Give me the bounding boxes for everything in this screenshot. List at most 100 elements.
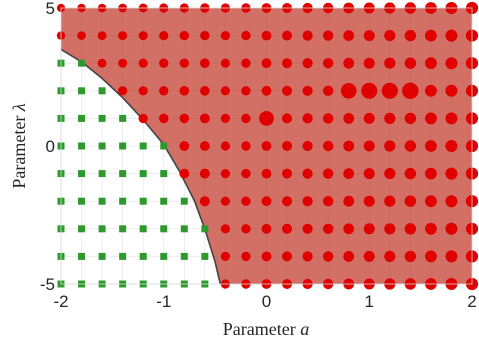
stable-marker bbox=[343, 223, 355, 235]
stable-marker bbox=[425, 112, 437, 125]
stable-marker bbox=[241, 224, 251, 234]
stable-marker bbox=[384, 57, 396, 69]
stable-marker bbox=[404, 250, 417, 263]
stable-marker bbox=[220, 30, 230, 41]
unstable-marker bbox=[119, 225, 127, 233]
unstable-marker bbox=[119, 114, 127, 122]
stable-marker bbox=[445, 84, 458, 97]
stable-marker bbox=[179, 141, 190, 151]
stable-marker bbox=[261, 141, 272, 151]
stable-marker bbox=[97, 58, 107, 68]
stable-marker bbox=[404, 29, 417, 42]
stable-marker bbox=[402, 82, 419, 100]
stable-marker bbox=[425, 84, 437, 97]
stable-marker bbox=[343, 168, 355, 180]
unstable-marker bbox=[160, 170, 168, 178]
stable-marker bbox=[445, 29, 458, 42]
stable-marker bbox=[241, 86, 251, 96]
stable-marker bbox=[343, 251, 355, 262]
stable-marker bbox=[384, 168, 396, 180]
stable-marker bbox=[445, 57, 458, 70]
plot-frame bbox=[60, 7, 473, 285]
unstable-marker bbox=[180, 252, 188, 260]
stable-marker bbox=[322, 251, 334, 262]
stable-marker bbox=[118, 86, 128, 96]
stable-marker bbox=[384, 250, 396, 262]
stable-marker bbox=[363, 195, 375, 207]
y-axis-label-symbol: λ bbox=[9, 103, 29, 112]
stable-marker bbox=[302, 223, 313, 234]
unstable-marker bbox=[78, 114, 86, 122]
unstable-marker bbox=[78, 225, 86, 233]
stable-marker bbox=[261, 196, 272, 207]
unstable-marker bbox=[119, 197, 127, 205]
x-tick-label: -2 bbox=[53, 292, 68, 311]
unstable-marker bbox=[78, 252, 86, 260]
stable-marker bbox=[199, 141, 210, 151]
stable-marker bbox=[322, 30, 334, 41]
stable-marker bbox=[343, 113, 355, 124]
stable-marker bbox=[261, 168, 272, 179]
stable-marker bbox=[179, 30, 189, 41]
tick-labels: -2 -1 0 1 2 -5 0 5 bbox=[40, 0, 477, 311]
stable-marker bbox=[282, 196, 293, 207]
stable-marker bbox=[261, 30, 272, 41]
stable-marker bbox=[404, 112, 417, 125]
unstable-marker bbox=[139, 142, 147, 150]
stable-marker bbox=[302, 251, 313, 262]
stable-marker bbox=[425, 167, 437, 180]
stable-marker bbox=[322, 168, 334, 179]
x-tick-label: -1 bbox=[156, 292, 171, 311]
stable-marker bbox=[425, 57, 437, 70]
stable-marker bbox=[384, 140, 396, 152]
stable-marker bbox=[77, 31, 86, 40]
stable-marker bbox=[445, 140, 458, 152]
x-axis-label-text: Parameter bbox=[223, 319, 300, 339]
stable-marker bbox=[363, 223, 375, 235]
stable-marker bbox=[343, 30, 355, 41]
y-axis-label-text: Parameter bbox=[9, 111, 29, 188]
stable-marker bbox=[261, 85, 272, 96]
stable-marker bbox=[322, 85, 334, 97]
unstable-marker bbox=[180, 225, 188, 233]
stable-marker bbox=[241, 141, 251, 151]
stable-marker bbox=[425, 29, 437, 42]
stable-marker bbox=[445, 195, 458, 208]
stable-marker bbox=[200, 86, 210, 96]
unstable-marker bbox=[119, 252, 127, 260]
stable-marker bbox=[363, 57, 375, 69]
stable-marker bbox=[445, 222, 458, 235]
unstable-marker bbox=[98, 252, 106, 260]
stable-marker bbox=[138, 86, 148, 96]
stable-marker bbox=[179, 168, 190, 179]
stable-marker bbox=[343, 195, 355, 207]
stable-marker bbox=[425, 140, 437, 152]
stable-marker bbox=[241, 30, 251, 41]
x-axis-label: Parameter a bbox=[223, 319, 309, 339]
stable-marker bbox=[179, 113, 190, 124]
stable-marker bbox=[445, 250, 458, 263]
y-tick-label: 0 bbox=[46, 137, 55, 156]
unstable-marker bbox=[160, 225, 168, 233]
unstable-marker bbox=[119, 142, 127, 150]
stable-marker bbox=[118, 58, 128, 68]
stable-marker bbox=[322, 223, 334, 234]
stable-marker bbox=[425, 222, 437, 235]
stable-marker bbox=[220, 251, 230, 261]
stable-marker bbox=[282, 141, 293, 151]
unstable-marker bbox=[139, 252, 147, 260]
stable-marker bbox=[220, 86, 230, 96]
unstable-marker bbox=[98, 142, 106, 150]
stable-marker bbox=[199, 113, 210, 124]
stable-marker bbox=[220, 169, 230, 179]
x-axis-label-symbol: a bbox=[300, 319, 309, 339]
stable-marker bbox=[343, 140, 355, 152]
stable-marker bbox=[282, 251, 293, 262]
stable-marker bbox=[220, 196, 230, 206]
unstable-marker bbox=[98, 114, 106, 122]
stable-marker bbox=[118, 31, 128, 41]
stable-marker bbox=[302, 85, 313, 96]
stable-marker bbox=[381, 82, 398, 99]
stable-marker bbox=[138, 58, 148, 68]
stable-marker bbox=[361, 82, 378, 99]
